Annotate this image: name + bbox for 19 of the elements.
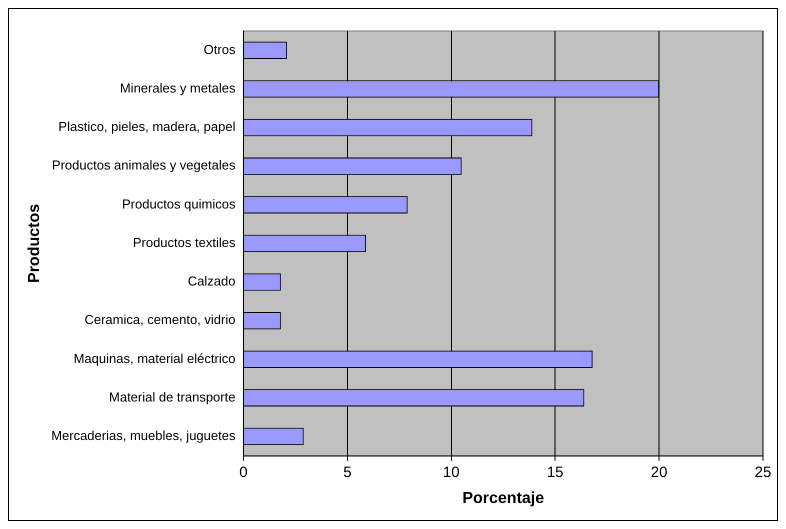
y-tick-label: Maquinas, material eléctrico xyxy=(74,350,236,366)
x-tick-label: 20 xyxy=(650,464,668,481)
y-tick-label: Minerales y metales xyxy=(120,80,236,96)
x-tick-label: 5 xyxy=(343,464,352,481)
x-tick-label: 25 xyxy=(754,464,772,481)
x-tick-label: 0 xyxy=(239,464,248,481)
y-axis-title: Productos xyxy=(26,204,44,283)
y-tick-label: Productos textiles xyxy=(132,234,236,250)
y-tick-label: Plastico, pieles, madera, papel xyxy=(58,119,236,134)
y-tick-label: Ceramica, cemento, vidrio xyxy=(84,312,236,328)
y-tick-label: Productos quimicos xyxy=(122,196,236,212)
x-tick-label: 10 xyxy=(442,464,460,481)
x-tick-label: 15 xyxy=(546,464,564,481)
y-tick-label: Material de transporte xyxy=(109,389,236,404)
x-axis-title: Porcentaje xyxy=(462,490,544,507)
y-tick-label: Otros xyxy=(204,42,236,57)
y-tick-label: Productos animales y vegetales xyxy=(52,158,236,173)
y-tick-label: Calzado xyxy=(188,274,236,289)
y-tick-label: Mercaderias, muebles, juguetes xyxy=(51,428,236,444)
